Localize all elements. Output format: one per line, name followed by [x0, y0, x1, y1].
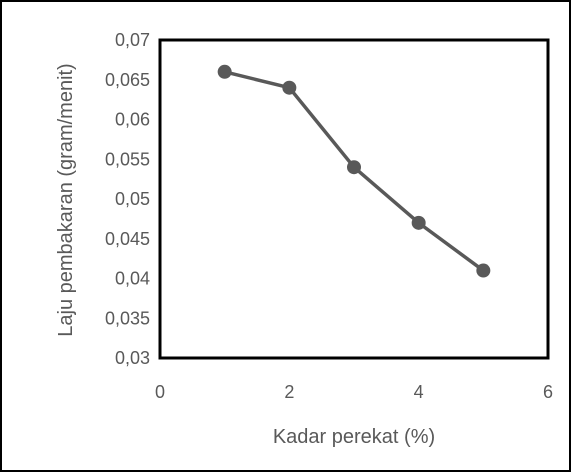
data-point [217, 64, 232, 79]
x-tick-label: 4 [414, 382, 424, 402]
x-axis-title: Kadar perekat (%) [273, 426, 435, 448]
plot-area-border [158, 38, 550, 360]
data-point [411, 215, 426, 230]
x-axis-ticks: 0 2 4 6 [155, 382, 553, 402]
y-tick-label: 0,06 [115, 110, 150, 130]
y-tick-label: 0,065 [105, 70, 150, 90]
data-point [347, 160, 361, 175]
x-tick-label: 0 [155, 382, 165, 402]
y-tick-label: 0,045 [105, 229, 150, 249]
data-point [476, 263, 491, 278]
x-tick-label: 2 [284, 382, 294, 402]
y-tick-label: 0,03 [115, 348, 150, 368]
y-tick-label: 0,055 [105, 149, 150, 169]
y-axis-ticks: 0,03 0,035 0,04 0,045 0,05 0,055 0,06 0,065 0,07 [105, 30, 150, 368]
y-tick-label: 0,05 [115, 189, 150, 209]
y-tick-label: 0,035 [105, 308, 150, 328]
y-tick-label: 0,07 [115, 30, 150, 50]
x-tick-label: 6 [543, 382, 553, 402]
data-point [282, 80, 297, 95]
y-axis-title: Laju pembakaran (gram/menit) [55, 63, 77, 336]
series-layer [217, 64, 491, 278]
y-tick-label: 0,04 [115, 269, 150, 289]
